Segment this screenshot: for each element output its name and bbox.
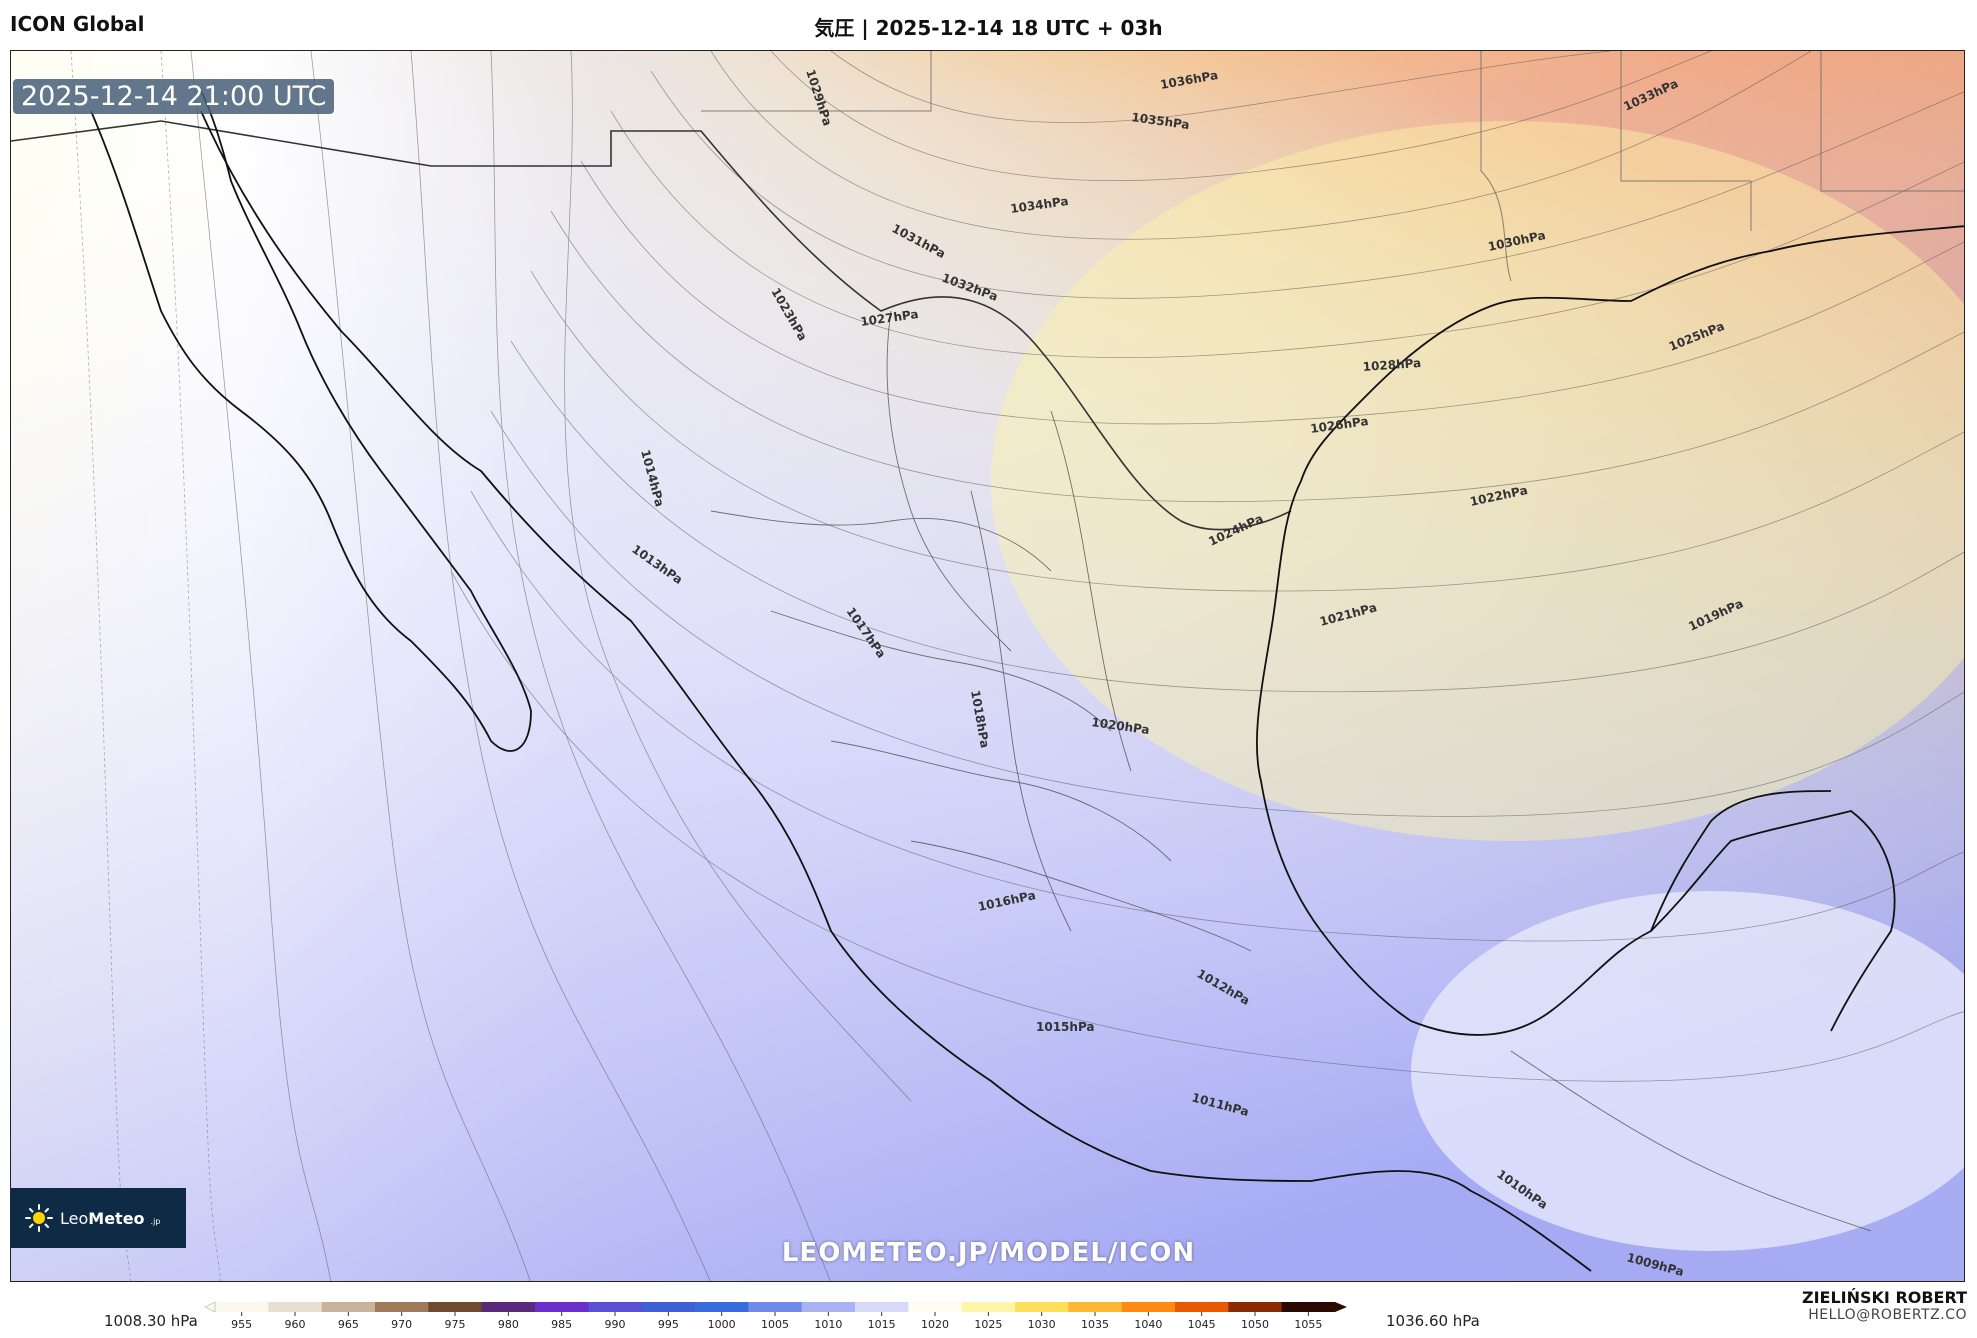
colorbar-segment [641, 1302, 696, 1312]
pressure-colorbar: 955 960 965 970 975 980 985 990 995 1000 1005 1010 1… [205, 1301, 1347, 1331]
colorbar-segment [695, 1302, 749, 1312]
colorbar-tick-label: 1040 [1134, 1318, 1162, 1331]
legend-max-label: 1036.60 hPa [1386, 1312, 1480, 1330]
colorbar-segment [535, 1302, 589, 1312]
coastlines [90, 90, 1964, 1272]
sun-icon [25, 1204, 53, 1232]
colorbar-tick-label: 1045 [1188, 1318, 1216, 1331]
country-borders [11, 120, 1292, 531]
colorbar-tick-label: 1030 [1028, 1318, 1056, 1331]
leometeo-logo: LeoMeteo .jp [10, 1188, 186, 1248]
colorbar-tick-label: 975 [445, 1318, 466, 1331]
colorbar-tick-label: 1000 [708, 1318, 736, 1331]
pressure-map-svg: 1036hPa 1035hPa 1034hPa 1033hPa 1032hPa … [11, 51, 1964, 1281]
colorbar-tick-label: 1050 [1241, 1318, 1269, 1331]
author-name: ZIELIŃSKI ROBERT [1801, 1288, 1967, 1307]
colorbar-max-arrow [1335, 1302, 1347, 1312]
colorbar-tick-label: 1020 [921, 1318, 949, 1331]
legend-min-label: 1008.30 hPa [104, 1312, 198, 1330]
valid-time-badge: 2025-12-14 21:00 UTC [13, 79, 335, 114]
colorbar-segment [375, 1302, 429, 1312]
colorbar-segment [481, 1302, 536, 1312]
colorbar-segment [748, 1302, 803, 1312]
colorbar-segment [1281, 1302, 1336, 1312]
colorbar-segment [1068, 1302, 1123, 1312]
colorbar-segment [801, 1302, 856, 1312]
colorbar-tick-label: 1035 [1081, 1318, 1109, 1331]
colorbar-segment [1175, 1302, 1229, 1312]
colorbar-tick-label: 990 [605, 1318, 626, 1331]
model-name: ICON Global [10, 12, 145, 36]
source-watermark: LEOMETEO.JP/MODEL/ICON [781, 1238, 1196, 1268]
contour-label: 1028hPa [1362, 356, 1421, 374]
colorbar-tick-label: 1025 [974, 1318, 1002, 1331]
colorbar-tick-label: 1055 [1294, 1318, 1322, 1331]
colorbar-segment [908, 1302, 963, 1312]
author-credit: ZIELIŃSKI ROBERT HELLO@ROBERTZ.CO [1802, 1288, 1967, 1323]
logo-text: LeoMeteo [60, 1208, 145, 1228]
contour-label: 1015hPa [1036, 1020, 1095, 1034]
map-title: 気圧 | 2025-12-14 18 UTC + 03h [814, 16, 1163, 40]
colorbar-tick-label: 960 [285, 1318, 306, 1331]
colorbar-tick-label: 1010 [814, 1318, 842, 1331]
colorbar-tick-label: 970 [391, 1318, 412, 1331]
author-email: HELLO@ROBERTZ.CO [1808, 1307, 1967, 1323]
colorbar-segment [1015, 1302, 1069, 1312]
isobars [190, 51, 1964, 1281]
colorbar-tick-label: 995 [658, 1318, 679, 1331]
colorbar-tick-label: 985 [551, 1318, 572, 1331]
pressure-map: 1036hPa 1035hPa 1034hPa 1033hPa 1032hPa … [10, 50, 1965, 1282]
colorbar-tick-label: 955 [231, 1318, 252, 1331]
colorbar-min-arrow [205, 1301, 216, 1313]
colorbar-segment [215, 1302, 269, 1312]
colorbar-segment [588, 1302, 643, 1312]
colorbar-segment [855, 1302, 909, 1312]
colorbar-tick-label: 1005 [761, 1318, 789, 1331]
colorbar-segment [268, 1302, 323, 1312]
colorbar-segment [961, 1302, 1016, 1312]
colorbar-segment [428, 1302, 483, 1312]
colorbar-segment [1228, 1302, 1283, 1312]
colorbar-segment [321, 1302, 376, 1312]
logo-tld: .jp [150, 1216, 161, 1226]
colorbar-tick-label: 1015 [868, 1318, 896, 1331]
colorbar-segment [1121, 1302, 1176, 1312]
colorbar-tick-label: 980 [498, 1318, 519, 1331]
colorbar-tick-label: 965 [338, 1318, 359, 1331]
